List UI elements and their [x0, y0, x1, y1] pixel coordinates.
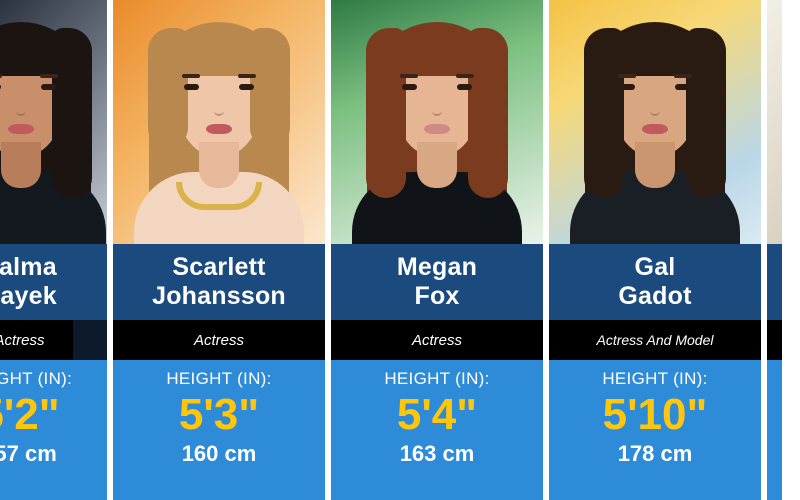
- name-line-1: Salma: [0, 253, 57, 281]
- card-megan-fox[interactable]: Megan Fox Actress HEIGHT (IN): 5'4" 163 …: [328, 0, 546, 500]
- stat-sub: 163 cm: [399, 441, 475, 466]
- nose: [16, 106, 27, 116]
- name-band-megan-fox: Megan Fox: [331, 244, 543, 320]
- stat-band-salma-hayek: HEIGHT (IN): 5'2" 157 cm: [0, 360, 107, 500]
- photo-salma-hayek: [0, 0, 107, 244]
- hair-left: [366, 28, 406, 198]
- photo-next-partial: [767, 0, 782, 244]
- card-salma-hayek[interactable]: Salma Hayek Actress HEIGHT (IN): 5'2" 15…: [0, 0, 110, 500]
- stat-sub: 160 cm: [181, 441, 257, 466]
- name-line-2: Johansson: [152, 282, 286, 310]
- stat-label: HEIGHT (IN):: [166, 369, 272, 388]
- stat-value: 5'4": [396, 390, 478, 439]
- nose: [214, 106, 224, 116]
- stat-value: 5'10": [602, 390, 708, 439]
- eye-right: [41, 84, 57, 90]
- eye-left: [402, 84, 417, 90]
- portrait-illustration: [570, 6, 740, 244]
- eyebrow-left: [0, 74, 3, 78]
- photo-scarlett-johansson: [113, 0, 325, 244]
- role-band-scarlett-johansson: Actress: [113, 320, 325, 360]
- name-line-1: Scarlett: [172, 253, 266, 281]
- eye-left: [620, 84, 635, 90]
- eye-right: [457, 84, 472, 90]
- hair-left: [584, 28, 624, 198]
- hair-right: [52, 28, 93, 198]
- name-band-salma-hayek: Salma Hayek: [0, 244, 107, 320]
- eyebrow-right: [238, 74, 256, 78]
- mouth: [424, 124, 450, 134]
- eyebrow-right: [40, 74, 59, 78]
- hair-right: [468, 28, 508, 198]
- card-gal-gadot[interactable]: Gal Gadot Actress And Model HEIGHT (IN):…: [546, 0, 764, 500]
- mouth: [206, 124, 232, 134]
- card-scarlett-johansson[interactable]: Scarlett Johansson Actress HEIGHT (IN): …: [110, 0, 328, 500]
- eye-right: [239, 84, 254, 90]
- name-line-2: Gadot: [618, 282, 692, 310]
- stat-value: 5'3": [178, 390, 260, 439]
- role-band-salma-hayek: Actress: [0, 320, 73, 360]
- eyebrow-right: [674, 74, 692, 78]
- eye-left: [0, 84, 2, 90]
- portrait-illustration: [134, 6, 304, 244]
- eyebrow-left: [618, 74, 636, 78]
- name-band-scarlett-johansson: Scarlett Johansson: [113, 244, 325, 320]
- role-band-megan-fox: Actress: [331, 320, 543, 360]
- role-band-gal-gadot: Actress And Model: [549, 320, 761, 360]
- name-line-2: Hayek: [0, 282, 57, 310]
- stat-band-megan-fox: HEIGHT (IN): 5'4" 163 cm: [331, 360, 543, 500]
- stat-band-next-partial: [767, 360, 782, 500]
- stat-sub: 178 cm: [617, 441, 693, 466]
- neck: [199, 142, 239, 188]
- name-line-1: Megan: [396, 253, 478, 281]
- stat-label: HEIGHT (IN):: [384, 369, 490, 388]
- eyebrow-left: [182, 74, 200, 78]
- hair-right: [250, 28, 290, 148]
- eyebrow-right: [456, 74, 474, 78]
- eye-left: [184, 84, 199, 90]
- name-band-next-partial: [767, 244, 782, 320]
- hair-right: [686, 28, 726, 198]
- mouth: [642, 124, 668, 134]
- neck: [635, 142, 675, 188]
- stat-label: HEIGHT (IN):: [0, 369, 73, 388]
- photo-megan-fox: [331, 0, 543, 244]
- card-next-partial[interactable]: [764, 0, 782, 500]
- nose: [650, 106, 660, 116]
- name-line-2: Fox: [414, 282, 460, 310]
- stat-sub: 157 cm: [0, 441, 57, 466]
- stat-label: HEIGHT (IN):: [602, 369, 708, 388]
- neck: [417, 142, 457, 188]
- photo-gal-gadot: [549, 0, 761, 244]
- portrait-illustration: [352, 6, 522, 244]
- role-band-next-partial: [767, 320, 782, 360]
- photo-background: [767, 0, 782, 244]
- name-line-1: Gal: [634, 253, 676, 281]
- name-band-gal-gadot: Gal Gadot: [549, 244, 761, 320]
- mouth: [8, 124, 35, 134]
- nose: [432, 106, 442, 116]
- eyebrow-left: [400, 74, 418, 78]
- eye-right: [675, 84, 690, 90]
- neck: [1, 142, 42, 188]
- stat-band-gal-gadot: HEIGHT (IN): 5'10" 178 cm: [549, 360, 761, 500]
- portrait-illustration: [0, 6, 107, 244]
- stat-band-scarlett-johansson: HEIGHT (IN): 5'3" 160 cm: [113, 360, 325, 500]
- stat-value: 5'2": [0, 390, 60, 439]
- hair-left: [148, 28, 188, 148]
